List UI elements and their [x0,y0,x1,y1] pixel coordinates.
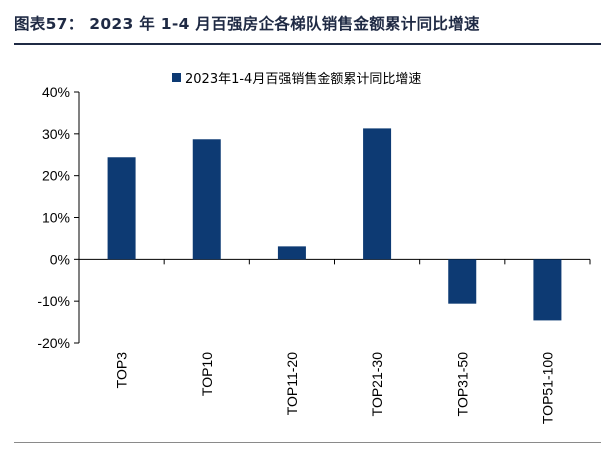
figure-title: 图表57： 2023 年 1-4 月百强房企各梯队销售金额累计同比增速 [14,15,480,33]
x-tick-label: TOP11-20 [284,352,300,416]
title-underline [14,43,601,45]
y-tick-label: 10% [42,210,70,226]
x-tick-label: TOP31-50 [454,352,470,417]
y-tick-label: 40% [42,84,70,100]
y-tick-labels: -20% -10% 0% 10% 20% 30% 40% [37,84,70,351]
bar-top3 [107,157,136,260]
legend-label: 2023年1-4月百强销售金额累计同比增速 [185,71,421,87]
bottom-rule [14,442,601,443]
x-tick-label: TOP21-30 [369,352,385,417]
y-tick-label: 30% [42,126,70,142]
bar-top11-20 [277,246,306,260]
bar-top31-50 [448,259,477,304]
x-tick-label: TOP51-100 [539,352,555,424]
x-tick-label: TOP3 [114,352,130,389]
x-tick-labels: TOP3 TOP10 TOP11-20 TOP21-30 TOP31-50 TOP51-1… [114,352,556,424]
axes [74,91,591,344]
y-tick-label: -20% [37,335,70,351]
bars [107,128,562,321]
legend: 2023年1-4月百强销售金额累计同比增速 [172,71,421,87]
y-tick-label: 20% [42,168,70,184]
bar-top10 [192,139,221,260]
y-tick-label: 0% [50,251,70,267]
bar-top51-100 [533,259,562,321]
legend-swatch [172,73,181,82]
x-tick-label: TOP10 [199,352,215,396]
bar-top21-30 [363,128,392,260]
y-tick-label: -10% [37,293,70,309]
